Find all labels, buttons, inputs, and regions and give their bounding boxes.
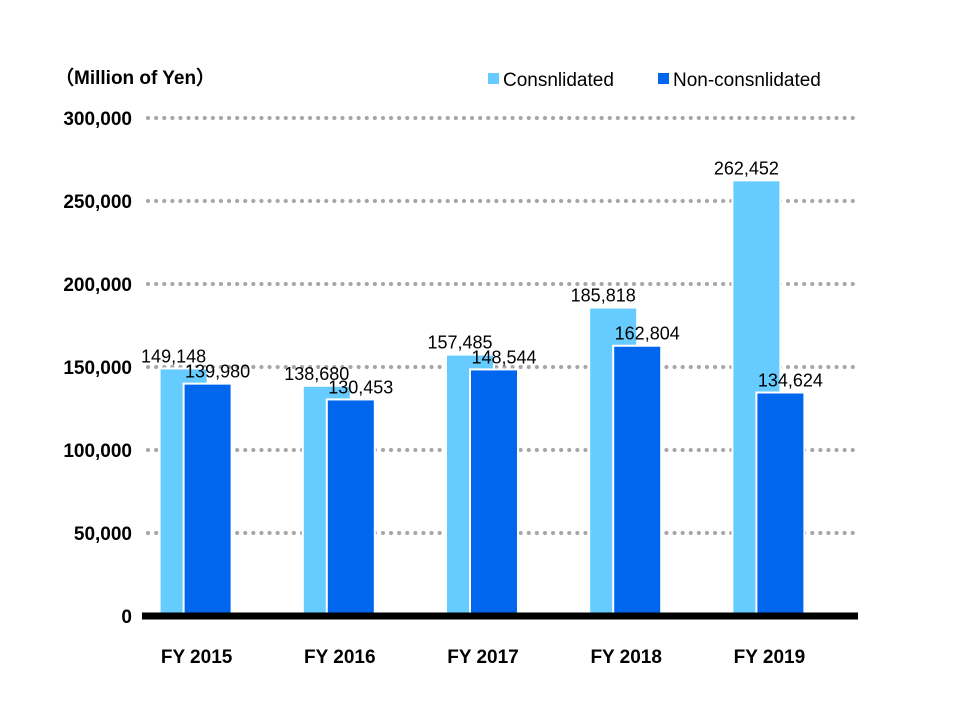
data-label-consolidated: 262,452 <box>714 158 779 178</box>
data-label-non-consolidated: 162,804 <box>615 324 680 344</box>
y-tick-label: 100,000 <box>63 441 132 462</box>
bar-non-consolidated-fy-2018 <box>612 344 663 617</box>
bar-non-consolidated-fy-2016 <box>325 398 376 618</box>
y-axis-tick-labels: 0 50,000 100,000 150,000 200,000 250,000 300,0… <box>63 109 132 628</box>
data-label-non-consolidated: 130,453 <box>328 377 393 397</box>
legend: Consnlidated Non-consnlidated <box>488 70 821 91</box>
y-axis-unit-label: （Million of Yen） <box>55 66 215 89</box>
data-label-consolidated: 149,148 <box>141 346 206 366</box>
x-category-label: FY 2016 <box>304 647 375 668</box>
data-label-consolidated: 138,680 <box>284 364 349 384</box>
data-label-non-consolidated: 139,980 <box>185 362 250 382</box>
x-category-label: FY 2015 <box>161 647 233 668</box>
bar-non-consolidated-fy-2015 <box>182 382 233 618</box>
bar-non-consolidated-fy-2017 <box>469 368 519 617</box>
x-axis-category-labels: FY 2015 FY 2016 FY 2017 FY 2018 FY 2019 <box>161 647 805 668</box>
y-tick-label: 250,000 <box>63 192 132 213</box>
legend-label-consolidated: Consnlidated <box>503 70 614 91</box>
data-label-consolidated: 185,818 <box>571 286 636 306</box>
y-tick-label: 50,000 <box>74 524 132 545</box>
legend-swatch-non-consolidated <box>658 73 669 84</box>
x-category-label: FY 2017 <box>447 647 518 668</box>
data-label-non-consolidated: 148,544 <box>471 347 536 367</box>
y-tick-label: 0 <box>121 607 132 628</box>
x-category-label: FY 2018 <box>590 647 661 668</box>
bar-non-consolidated-fy-2019 <box>755 391 806 618</box>
data-label-non-consolidated: 134,624 <box>758 371 823 391</box>
y-tick-label: 300,000 <box>63 109 132 130</box>
bars <box>158 179 806 618</box>
data-label-consolidated: 157,485 <box>427 333 492 353</box>
y-tick-label: 200,000 <box>63 275 132 296</box>
legend-label-non-consolidated: Non-consnlidated <box>673 70 821 91</box>
legend-swatch-consolidated <box>488 73 499 84</box>
x-category-label: FY 2019 <box>734 647 805 668</box>
y-tick-label: 150,000 <box>63 358 132 379</box>
